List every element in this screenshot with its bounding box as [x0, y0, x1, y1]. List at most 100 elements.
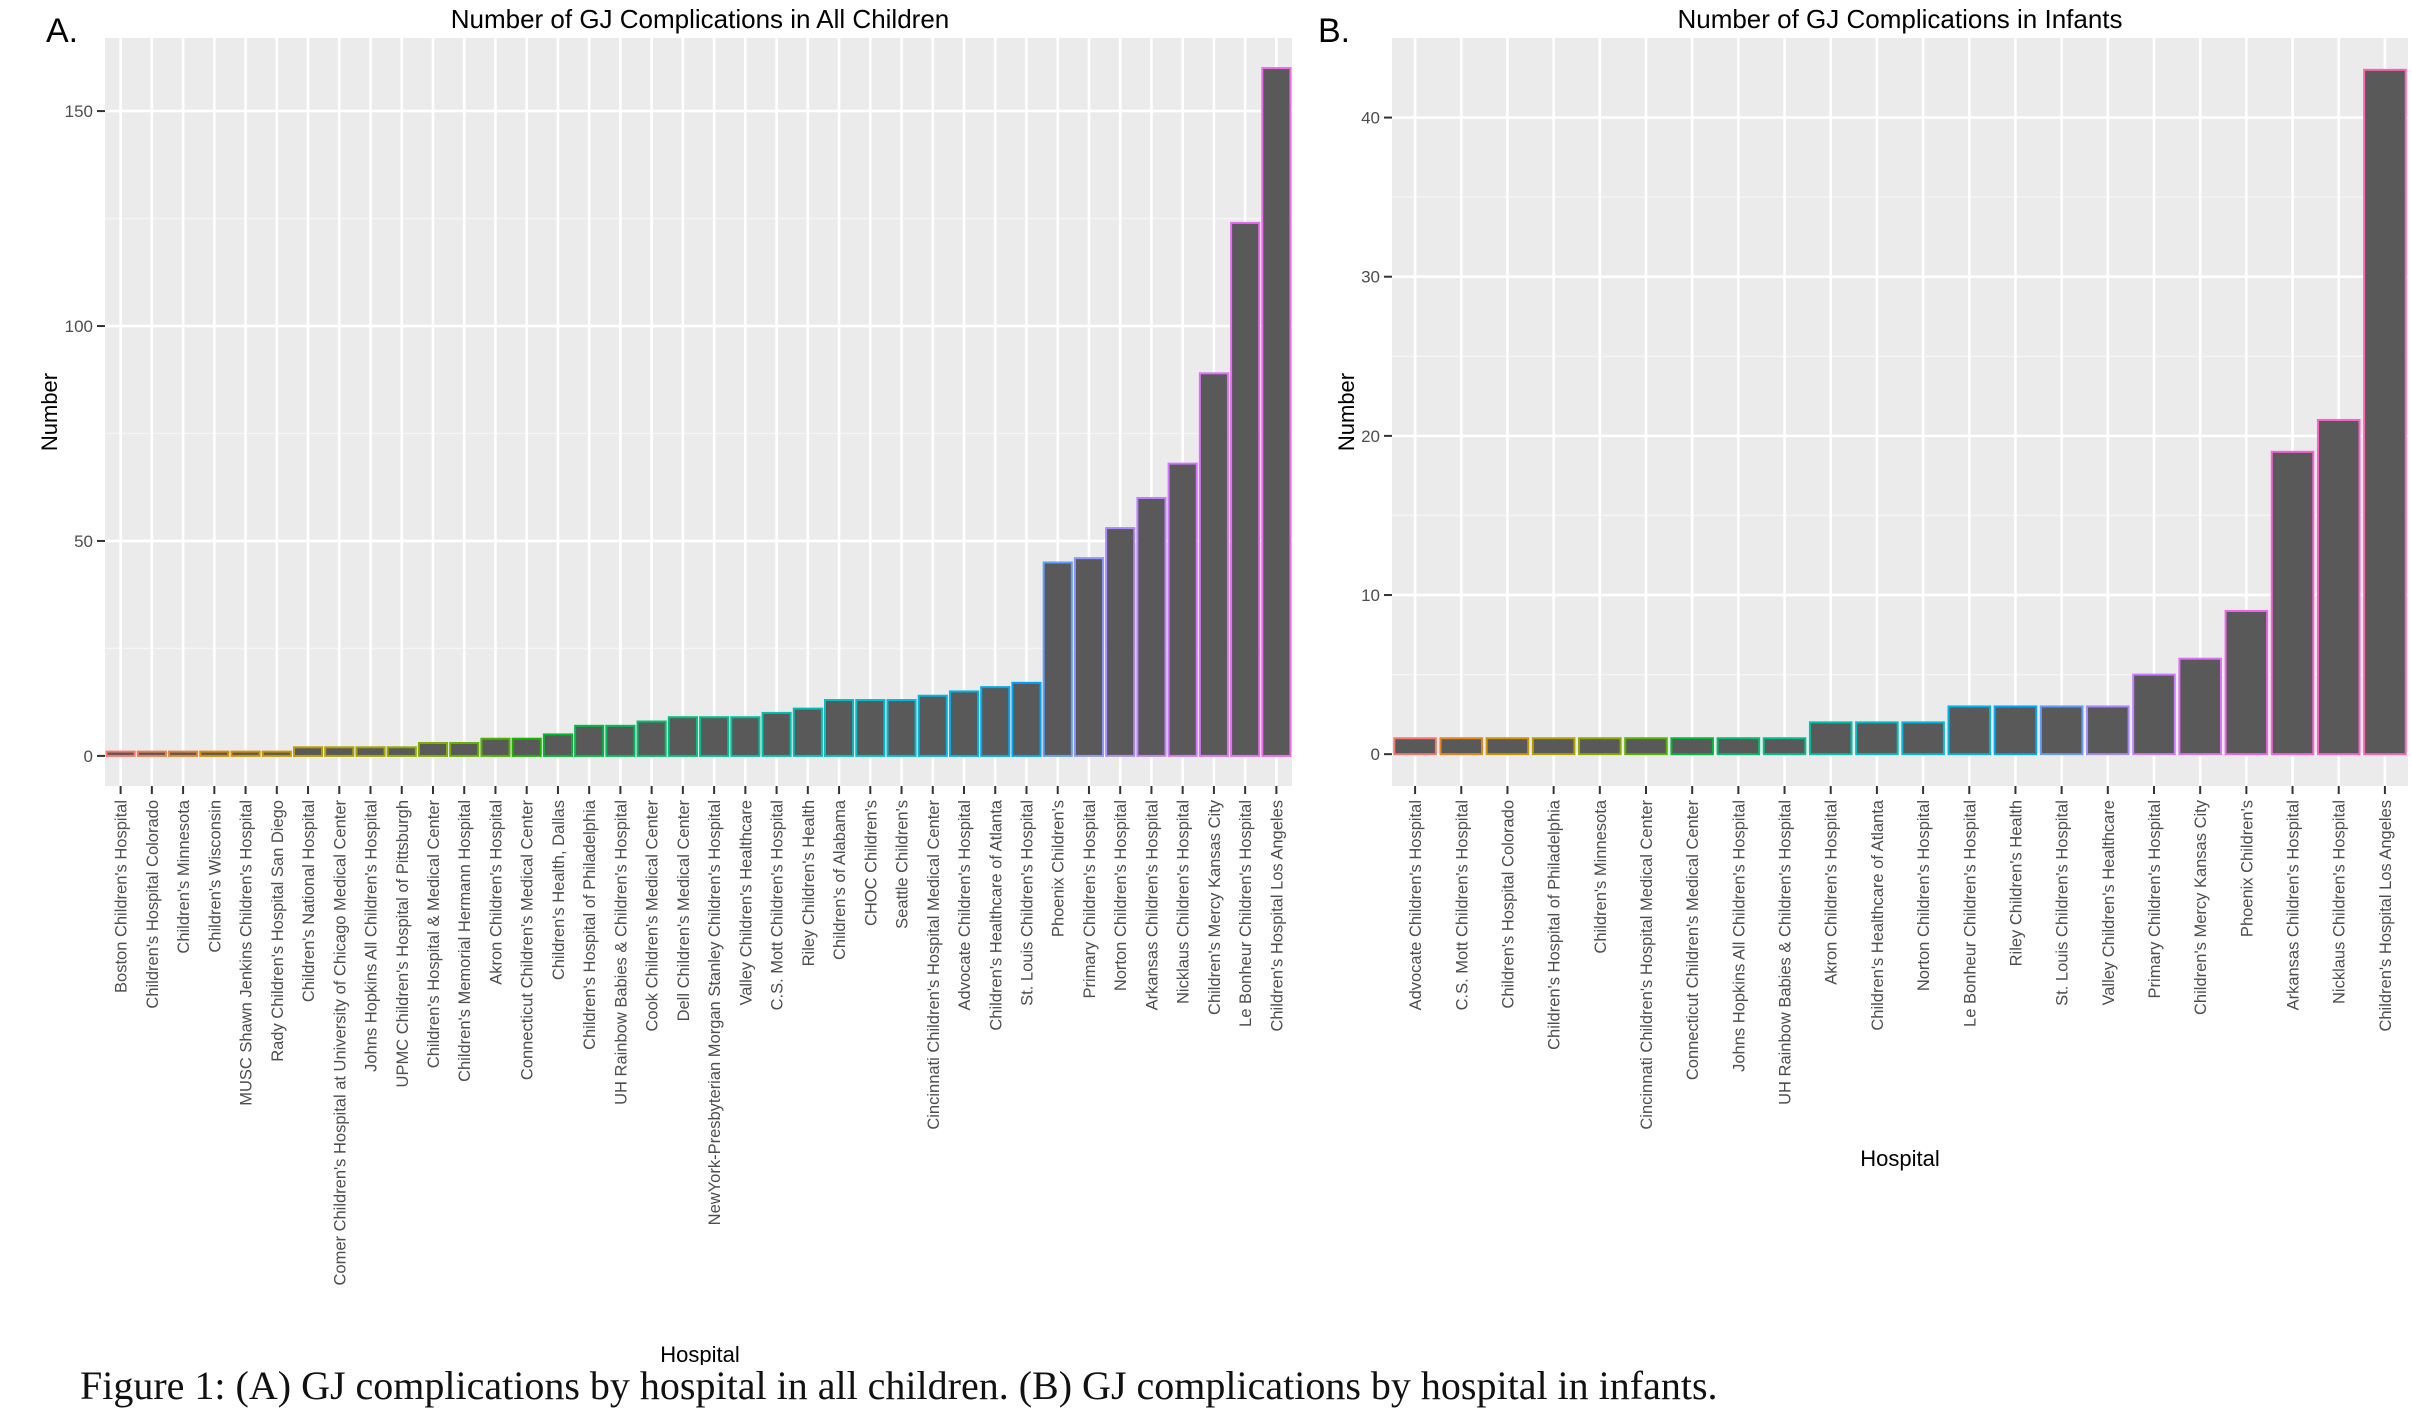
- chart-a-x-tick-label: CHOC Children's: [862, 800, 880, 926]
- chart-a-x-tick-label: Cook Children's Medical Center: [644, 799, 662, 1031]
- chart-a-panel-label: A.: [46, 12, 78, 50]
- chart-a-x-tick-label: Children's Healthcare of Atlanta: [987, 799, 1005, 1030]
- chart-b-x-tick-label: C.S. Mott Children's Hospital: [1453, 800, 1471, 1010]
- chart-b-y-tick-label: 0: [1371, 745, 1380, 764]
- chart-a-x-axis-title: Hospital: [660, 1342, 739, 1365]
- chart-a-title: Number of GJ Complications in All Childr…: [451, 4, 950, 34]
- chart-a-bar: [886, 699, 917, 757]
- chart-b-x-tick-label: Le Bonheur Children's Hospital: [1961, 800, 1979, 1027]
- chart-a-bar: [230, 750, 261, 757]
- chart-b-panel-label: B.: [1318, 12, 1350, 50]
- chart-a-x-tick-label: Advocate Children's Hospital: [956, 800, 974, 1010]
- chart-a-x-tick-label: Children's Health, Dallas: [550, 800, 568, 980]
- chart-panel-a: 0 50 100 150 Boston Children's Hospital Child…: [37, 4, 1292, 1365]
- chart-b-bar: [2224, 609, 2269, 756]
- chart-a-bar: [136, 750, 167, 757]
- chart-a-bar: [480, 737, 511, 757]
- chart-b-x-tick-label: Children's Hospital of Philadelphia: [1546, 799, 1564, 1050]
- chart-a-bar: [1136, 496, 1167, 757]
- chart-b-x-tick-label: Children's Mercy Kansas City: [2192, 799, 2210, 1015]
- chart-a-x-tick-label: Children's National Hospital: [300, 800, 318, 1002]
- chart-b-bar: [1393, 737, 1437, 756]
- chart-a-bar: [542, 733, 573, 757]
- figure-caption: Figure 1: (A) GJ complications by hospit…: [80, 1363, 1718, 1408]
- chart-b-bar: [1716, 737, 1761, 756]
- chart-a-bar: [1073, 557, 1105, 757]
- chart-a-x-tick-label: Le Bonheur Children's Hospital: [1237, 800, 1255, 1027]
- chart-a-x-tick-label: Comer Children's Hospital at University …: [331, 800, 349, 1286]
- chart-a-y-tick-label: 100: [65, 317, 93, 336]
- chart-a-x-tick-label: Riley Children's Health: [800, 800, 818, 966]
- chart-b-x-tick-label: UH Rainbow Babies & Children's Hospital: [1777, 800, 1795, 1105]
- chart-a-x-tick-label: Children's Hospital Colorado: [144, 800, 162, 1009]
- chart-b-bar: [1762, 737, 1807, 756]
- chart-a-x-tick-label: Cincinnati Children's Hospital Medical C…: [925, 800, 943, 1130]
- chart-a-bar: [574, 724, 605, 757]
- chart-a-bar: [730, 716, 761, 757]
- chart-b-y-tick-label: 20: [1361, 427, 1380, 446]
- chart-a-x-tick-label: Norton Children's Hospital: [1112, 800, 1130, 991]
- chart-a-bar: [261, 750, 292, 757]
- chart-b-x-tick-label: Akron Children's Hospital: [1823, 800, 1841, 985]
- chart-b-bar: [1993, 705, 2038, 756]
- chart-a-x-tick-label: C.S. Mott Children's Hospital: [769, 800, 787, 1010]
- chart-a-x-tick-label: Valley Children's Healthcare: [737, 800, 755, 1006]
- chart-a-x-tick-label: Arkansas Children's Hospital: [1143, 800, 1161, 1010]
- chart-a-x-tick-label: Rady Children's Hospital San Diego: [269, 800, 287, 1062]
- chart-a-x-tick-label: Children's Memorial Hermann Hospital: [456, 800, 474, 1082]
- chart-b-y-tick-label: 40: [1361, 109, 1380, 128]
- chart-a-bar: [449, 742, 480, 757]
- chart-a-bar: [1011, 681, 1042, 757]
- chart-a-x-tick-label: St. Louis Children's Hospital: [1018, 800, 1036, 1006]
- chart-a-y-tick-label: 0: [84, 747, 93, 766]
- chart-b-bar: [1531, 737, 1576, 756]
- chart-a-bar: [1261, 67, 1292, 757]
- chart-a-x-tick-label: Primary Children's Hospital: [1081, 800, 1099, 998]
- chart-a-bar: [168, 750, 199, 757]
- chart-a-bar: [980, 686, 1011, 757]
- chart-a-bar: [292, 746, 324, 757]
- chart-b-bar: [2270, 450, 2315, 756]
- chart-a-bar: [1198, 372, 1229, 757]
- chart-a-x-tick-label: Nicklaus Children's Hospital: [1175, 800, 1193, 1004]
- chart-a-bar: [324, 746, 355, 757]
- chart-a-x-tick-label: NewYork-Presbyterian Morgan Stanley Chil…: [706, 800, 724, 1225]
- chart-a-x-tick-label: UH Rainbow Babies & Children's Hospital: [612, 800, 630, 1105]
- chart-b-bar: [2363, 68, 2407, 756]
- chart-a-x-tick-label: Connecticut Children's Medical Center: [519, 800, 537, 1081]
- chart-b-bar: [1947, 705, 1992, 756]
- chart-a-x-tick-label: Dell Children's Medical Center: [675, 799, 693, 1021]
- chart-b-bar: [2039, 705, 2084, 756]
- chart-b-bar: [1670, 737, 1714, 756]
- chart-a-y-tick-label: 50: [74, 532, 93, 551]
- chart-b-x-tick-label: St. Louis Children's Hospital: [2054, 800, 2072, 1006]
- chart-b-x-tick-label: Primary Children's Hospital: [2146, 800, 2164, 998]
- chart-a-x-tick-label: Children's Hospital & Medical Center: [425, 800, 443, 1069]
- chart-b-x-tick-label: Children's Hospital Colorado: [1499, 800, 1517, 1009]
- chart-a-bar: [1167, 462, 1198, 757]
- chart-a-bar: [636, 720, 667, 757]
- chart-b-y-axis-title: Number: [1334, 373, 1359, 451]
- chart-a-x-tick-label: Children's Wisconsin: [206, 800, 224, 953]
- chart-b-bar: [1578, 737, 1622, 756]
- chart-a-bar: [1105, 527, 1136, 757]
- chart-a-bar: [199, 750, 230, 757]
- chart-b-x-tick-label: Nicklaus Children's Hospital: [2331, 800, 2349, 1004]
- chart-b-x-tick-label: Connecticut Children's Medical Center: [1684, 800, 1702, 1081]
- chart-a-bar: [1230, 221, 1261, 757]
- chart-b-x-tick-label: Arkansas Children's Hospital: [2285, 800, 2303, 1010]
- chart-a-bar: [855, 699, 886, 757]
- chart-b-x-tick-label: Riley Children's Health: [2007, 800, 2025, 966]
- chart-b-bar: [1901, 721, 1945, 756]
- chart-b-x-tick-label: Advocate Children's Hospital: [1407, 800, 1425, 1010]
- chart-a-x-tick-label: Children's Hospital of Philadelphia: [581, 799, 599, 1050]
- chart-a-x-tick-label: MUSC Shawn Jenkins Children's Hospital: [238, 800, 256, 1106]
- chart-a-bar: [105, 750, 136, 757]
- chart-a-bar: [792, 707, 823, 757]
- chart-a-x-tick-label: Johns Hopkins All Children's Hospital: [363, 800, 381, 1072]
- chart-a-bar: [761, 711, 792, 757]
- chart-a-bar: [917, 694, 948, 757]
- chart-b-bar: [1485, 737, 1530, 756]
- chart-a-x-tick-label: Phoenix Children's: [1050, 800, 1068, 937]
- chart-b-x-tick-label: Valley Children's Healthcare: [2100, 800, 2118, 1006]
